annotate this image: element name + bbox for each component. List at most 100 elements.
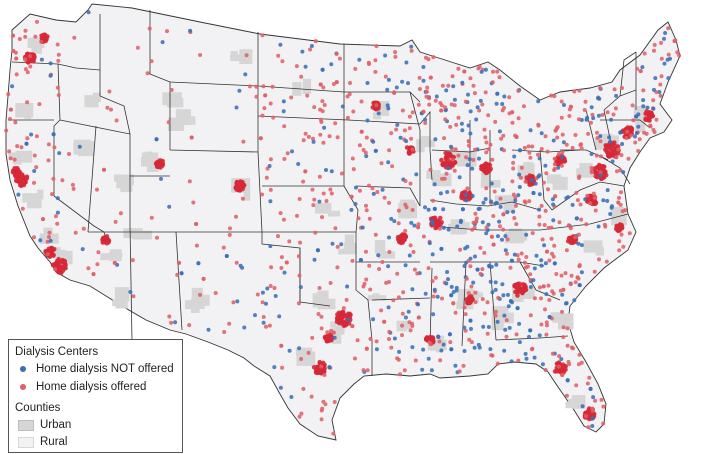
center-dot-not-offered — [493, 280, 498, 285]
center-dot-not-offered — [358, 258, 363, 262]
center-dot-offered — [410, 110, 415, 115]
center-dot-not-offered — [441, 342, 446, 347]
center-dot-not-offered — [516, 193, 521, 198]
center-dot-offered — [289, 95, 294, 100]
center-dot-offered — [579, 360, 584, 365]
center-dot-not-offered — [574, 216, 579, 221]
center-dot-not-offered — [360, 225, 365, 230]
center-dot-offered — [448, 124, 453, 129]
state-border-line — [519, 261, 561, 301]
center-dot-not-offered — [457, 175, 462, 180]
dense-urban-clusters — [10, 32, 656, 422]
center-dot-not-offered — [317, 199, 322, 204]
center-dot-not-offered — [374, 347, 379, 352]
center-dot-offered — [557, 220, 562, 225]
center-dot-offered — [478, 271, 483, 276]
center-dot-not-offered — [433, 137, 438, 142]
center-dot-offered — [318, 82, 323, 87]
center-dot-offered — [476, 66, 481, 71]
state-border-line — [539, 149, 553, 211]
center-dot-not-offered — [449, 293, 454, 298]
center-dot-not-offered — [459, 121, 464, 126]
center-dot-offered — [351, 167, 356, 172]
center-dot-not-offered — [394, 85, 399, 90]
center-dot-offered — [547, 258, 552, 263]
center-dot-offered — [396, 221, 401, 226]
center-dot-not-offered — [48, 61, 53, 66]
center-dot-not-offered — [409, 44, 414, 49]
center-dot-offered — [34, 165, 39, 170]
center-dot-not-offered — [576, 241, 581, 246]
center-dot-offered — [642, 51, 647, 56]
center-dot-offered — [614, 155, 619, 160]
center-dot-offered — [545, 149, 550, 154]
center-dot-not-offered — [486, 325, 491, 329]
urban-county-patch — [595, 246, 604, 256]
center-dot-not-offered — [267, 164, 272, 168]
center-dot-not-offered — [179, 271, 184, 276]
urban-county-patch — [243, 185, 251, 201]
center-dot-not-offered — [506, 304, 511, 309]
center-dot-not-offered — [173, 320, 178, 325]
dense-cluster-dot — [442, 160, 448, 166]
center-dot-not-offered — [528, 285, 533, 289]
center-dot-offered — [577, 176, 581, 180]
center-dot-not-offered — [517, 172, 522, 177]
center-dot-offered — [261, 84, 266, 89]
center-dot-offered — [486, 147, 491, 152]
center-dot-offered — [263, 93, 268, 98]
center-dot-not-offered — [579, 243, 584, 248]
center-dot-offered — [364, 135, 369, 140]
center-dot-not-offered — [447, 332, 452, 337]
center-dot-not-offered — [80, 247, 85, 252]
center-dot-offered — [296, 301, 301, 306]
center-dot-offered — [560, 309, 564, 314]
center-dot-offered — [364, 208, 369, 213]
state-border-line — [53, 63, 61, 196]
center-dot-offered — [658, 82, 663, 87]
center-dot-not-offered — [282, 270, 287, 275]
center-dot-not-offered — [483, 197, 488, 201]
center-dot-offered — [11, 49, 16, 53]
dense-cluster-dot — [649, 114, 654, 119]
center-dot-not-offered — [478, 98, 483, 103]
center-dot-offered — [347, 92, 352, 97]
center-dot-offered — [583, 99, 588, 104]
center-dot-offered — [559, 273, 564, 278]
center-dot-offered — [312, 105, 317, 110]
center-dot-offered — [379, 308, 384, 313]
center-dot-offered — [458, 247, 463, 252]
urban-county-patch — [108, 252, 123, 258]
center-dot-offered — [451, 189, 456, 194]
urban-county-patch — [494, 195, 514, 205]
legend-label-not-offered: Home dialysis NOT offered — [36, 363, 174, 375]
center-dot-not-offered — [547, 315, 552, 319]
center-dot-offered — [298, 240, 303, 245]
center-dot-offered — [554, 272, 559, 276]
center-dot-offered — [391, 298, 396, 303]
center-dot-not-offered — [552, 261, 557, 266]
center-dot-offered — [545, 249, 549, 254]
center-dot-offered — [303, 169, 308, 174]
center-dot-offered — [254, 84, 259, 89]
center-dot-offered — [361, 284, 366, 289]
center-dot-offered — [527, 199, 532, 204]
center-dot-offered — [403, 228, 408, 233]
center-dot-offered — [448, 340, 453, 345]
center-dot-offered — [45, 239, 50, 244]
center-dot-not-offered — [551, 218, 556, 223]
center-dot-offered — [316, 312, 321, 316]
center-dot-not-offered — [237, 88, 242, 93]
urban-county-patch — [481, 169, 491, 186]
center-dot-offered — [428, 75, 433, 80]
center-dot-offered — [408, 328, 413, 333]
dense-cluster-dot — [593, 200, 598, 206]
state-border-line — [257, 151, 263, 233]
dense-cluster-dot — [56, 266, 62, 271]
center-dot-not-offered — [55, 210, 60, 215]
center-dot-not-offered — [455, 224, 460, 229]
center-dot-not-offered — [357, 57, 362, 62]
center-dot-offered — [428, 167, 433, 172]
center-dot-offered — [194, 222, 199, 226]
